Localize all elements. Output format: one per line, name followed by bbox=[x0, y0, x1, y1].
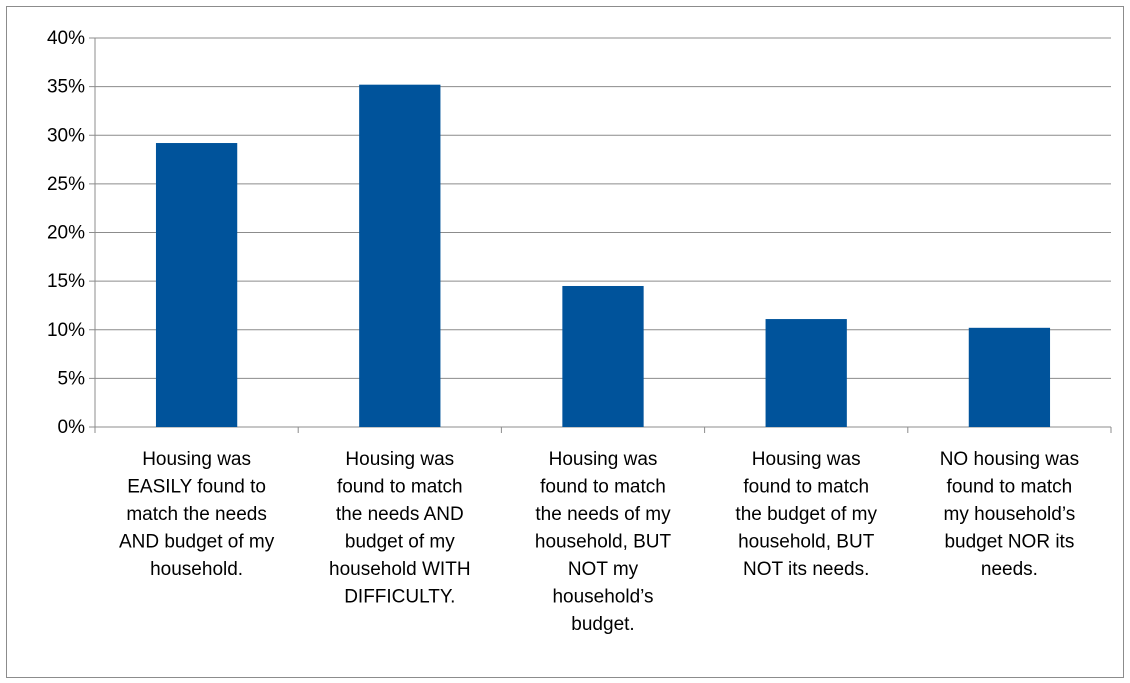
bar bbox=[359, 84, 441, 428]
y-tick-label: 40% bbox=[47, 28, 85, 49]
bar bbox=[765, 319, 847, 427]
y-tick-label: 25% bbox=[47, 174, 85, 195]
x-tick-label: Housing was found to match the needs of my… bbox=[535, 449, 672, 635]
x-tick-label: Housing was found to match the needs AND bu… bbox=[329, 449, 471, 608]
bar-chart: 0% 5% 10% 15% 20% 25% 30% 35% 40% Housing was EASI… bbox=[47, 28, 1112, 635]
y-tick-label: 30% bbox=[47, 125, 85, 146]
y-tick-label: 20% bbox=[47, 223, 85, 244]
bar bbox=[968, 327, 1051, 427]
y-tick-label: 35% bbox=[47, 77, 85, 98]
bar bbox=[155, 143, 238, 427]
y-tick-label: 5% bbox=[58, 368, 86, 389]
x-tick-label: Housing was found to match the budget of m… bbox=[735, 449, 877, 580]
y-tick-label: 15% bbox=[47, 271, 85, 292]
x-tick-label: Housing was EASILY found to match the need… bbox=[119, 449, 275, 580]
y-tick-label: 10% bbox=[47, 320, 85, 341]
bar bbox=[562, 285, 644, 427]
chart-frame: 0% 5% 10% 15% 20% 25% 30% 35% 40% Housing was EASI… bbox=[6, 6, 1124, 678]
y-tick-label: 0% bbox=[58, 417, 86, 438]
x-tick-label: NO housing was found to match my household… bbox=[940, 449, 1079, 580]
